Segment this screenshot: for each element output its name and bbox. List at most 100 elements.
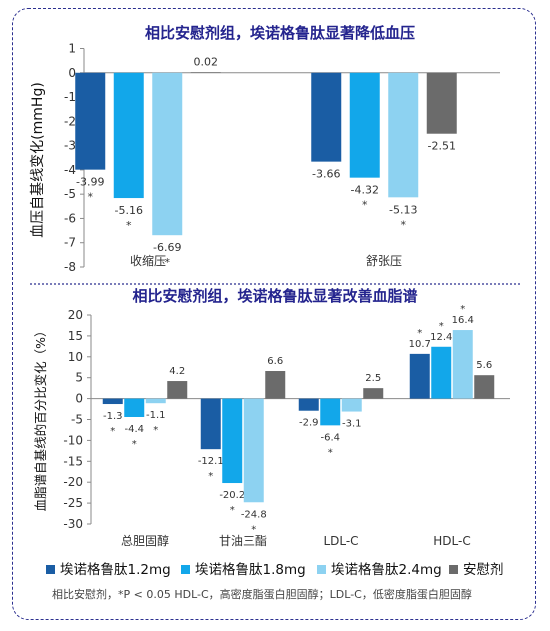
- category-label-0-1: 舒张压: [366, 254, 402, 268]
- legend-label-3: 安慰剂: [463, 561, 504, 578]
- data-label-1-0-2: -1.1: [146, 410, 166, 421]
- legend-swatch-3: [449, 565, 458, 574]
- y-tick-label-1-8: -20: [63, 475, 83, 489]
- data-label-1-1-2: -24.8: [241, 509, 267, 520]
- data-label-1-3-2: 16.4: [452, 315, 474, 326]
- sig-mark-1-0-0: *: [110, 426, 115, 437]
- y-axis-label-1: 血脂谱自基线的百分比变化（%）: [33, 325, 48, 512]
- sig-mark-1-0-2: *: [153, 425, 158, 436]
- sig-mark-0-1-2: *: [401, 218, 407, 231]
- bar-0-0-1: [113, 72, 144, 199]
- sig-mark-1-0-1: *: [132, 439, 137, 450]
- data-label-0-0-2: -6.69: [153, 241, 181, 254]
- bar-0-1-1: [349, 72, 380, 178]
- sig-mark-1-2-1: *: [328, 447, 333, 458]
- y-tick-label-1-4: 0: [75, 392, 83, 406]
- y-tick-label-0-8: -7: [64, 236, 76, 250]
- category-label-1-2: LDL-C: [323, 534, 358, 548]
- data-label-1-1-3: 6.6: [267, 356, 283, 367]
- y-tick-label-0-4: -3: [64, 139, 76, 153]
- data-label-1-1-1: -20.2: [219, 490, 245, 501]
- sig-mark-1-1-0: *: [208, 471, 213, 482]
- y-tick-label-1-5: -5: [71, 413, 83, 427]
- legend-label-2: 埃诺格鲁肽2.4mg: [331, 562, 442, 578]
- legend-label-1: 埃诺格鲁肽1.8mg: [195, 562, 306, 578]
- y-axis-label-0: 血压自基线变化(mmHg): [29, 82, 46, 238]
- data-label-0-1-3: -2.51: [428, 140, 456, 153]
- data-label-1-2-3: 2.5: [365, 373, 381, 384]
- data-label-0-0-3: 0.02: [194, 55, 219, 68]
- sig-mark-0-0-1: *: [126, 219, 132, 232]
- bar-0-0-0: [75, 72, 106, 170]
- bar-1-1-1: [222, 398, 243, 484]
- category-label-1-0: 总胆固醇: [121, 533, 169, 548]
- y-tick-label-1-7: -15: [63, 454, 83, 468]
- bar-1-0-1: [124, 398, 145, 417]
- data-label-0-1-1: -4.32: [351, 184, 379, 197]
- category-label-1-3: HDL-C: [433, 534, 470, 548]
- bar-1-2-0: [298, 398, 319, 411]
- y-tick-label-1-10: -30: [63, 517, 83, 531]
- chart-title-0: 相比安慰剂组，埃诺格鲁肽显著降低血压: [145, 24, 415, 42]
- y-tick-label-0-6: -5: [64, 187, 76, 201]
- sig-mark-1-3-0: *: [417, 328, 422, 339]
- bar-1-1-2: [243, 398, 264, 503]
- data-label-1-1-0: -12.1: [198, 456, 224, 467]
- legend-swatch-0: [46, 565, 55, 574]
- footnote: 相比安慰剂，*P < 0.05 HDL-C，高密度脂蛋白胆固醇；LDL-C，低密…: [52, 587, 472, 601]
- data-label-0-1-0: -3.66: [312, 168, 340, 181]
- bar-1-3-1: [431, 346, 452, 399]
- bar-1-3-2: [452, 330, 473, 399]
- data-label-1-3-3: 5.6: [476, 360, 492, 371]
- y-tick-label-0-1: 0: [68, 66, 76, 80]
- y-tick-label-0-2: -1: [64, 90, 76, 104]
- y-tick-label-1-9: -25: [63, 496, 83, 510]
- bar-1-3-3: [474, 375, 495, 399]
- legend-swatch-2: [317, 565, 326, 574]
- data-label-1-3-1: 12.4: [430, 332, 452, 343]
- y-tick-label-1-6: -10: [63, 433, 83, 447]
- data-label-0-0-1: -5.16: [115, 204, 143, 217]
- bar-1-1-0: [200, 398, 221, 450]
- bar-1-3-0: [409, 353, 430, 399]
- data-label-0-1-2: -5.13: [389, 203, 417, 216]
- category-label-0-0: 收缩压: [130, 253, 166, 268]
- data-label-1-3-0: 10.7: [409, 339, 431, 350]
- data-label-1-2-2: -3.1: [342, 419, 362, 430]
- bar-1-0-0: [102, 398, 123, 405]
- y-tick-label-1-1: 15: [68, 329, 83, 343]
- y-tick-label-0-3: -2: [64, 114, 76, 128]
- y-tick-label-0-7: -6: [64, 211, 76, 225]
- data-label-1-2-1: -6.4: [320, 432, 340, 443]
- bar-0-0-2: [152, 72, 183, 236]
- chart-title-1: 相比安慰剂组，埃诺格鲁肽显著改善血脂谱: [132, 287, 417, 305]
- y-tick-label-0-9: -8: [64, 260, 76, 274]
- bar-1-1-3: [265, 371, 286, 399]
- data-label-1-0-0: -1.3: [103, 411, 123, 422]
- y-tick-label-0-0: 1: [68, 42, 76, 56]
- bar-1-2-1: [320, 398, 341, 426]
- legend-label-0: 埃诺格鲁肽1.2mg: [60, 562, 171, 578]
- sig-mark-1-1-1: *: [230, 505, 235, 516]
- sig-mark-1-3-2: *: [460, 304, 465, 315]
- bar-0-1-2: [388, 72, 419, 198]
- data-label-1-0-3: 4.2: [169, 366, 185, 377]
- bar-0-1-0: [311, 72, 342, 162]
- sig-mark-1-3-1: *: [439, 321, 444, 332]
- data-label-0-0-0: -3.99: [76, 176, 104, 189]
- y-tick-label-0-5: -4: [64, 163, 76, 177]
- bar-1-2-2: [341, 398, 362, 412]
- bar-0-1-3: [426, 72, 457, 134]
- sig-mark-0-0-2: *: [165, 256, 171, 269]
- y-tick-label-1-2: 10: [68, 350, 83, 364]
- sig-mark-0-0-0: *: [88, 191, 94, 204]
- bar-1-2-3: [363, 388, 384, 399]
- data-label-1-0-1: -4.4: [124, 424, 144, 435]
- dashed-frame: [12, 8, 536, 620]
- legend-swatch-1: [181, 565, 190, 574]
- sig-mark-1-1-2: *: [251, 524, 256, 535]
- y-tick-label-1-0: 20: [68, 308, 83, 322]
- category-label-1-1: 甘油三酯: [219, 534, 267, 548]
- bar-1-0-2: [145, 398, 166, 404]
